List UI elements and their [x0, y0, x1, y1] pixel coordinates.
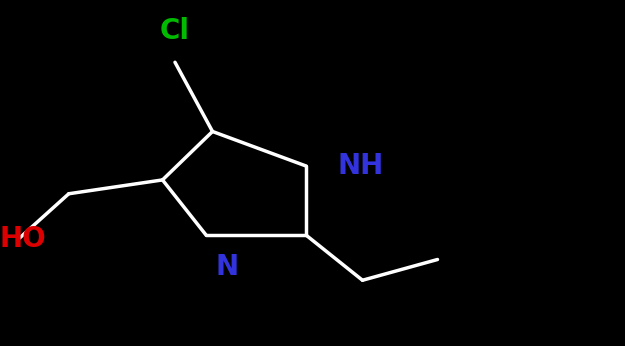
Text: N: N — [216, 253, 239, 281]
Text: Cl: Cl — [160, 17, 190, 45]
Text: NH: NH — [338, 152, 384, 180]
Text: HO: HO — [0, 225, 47, 253]
